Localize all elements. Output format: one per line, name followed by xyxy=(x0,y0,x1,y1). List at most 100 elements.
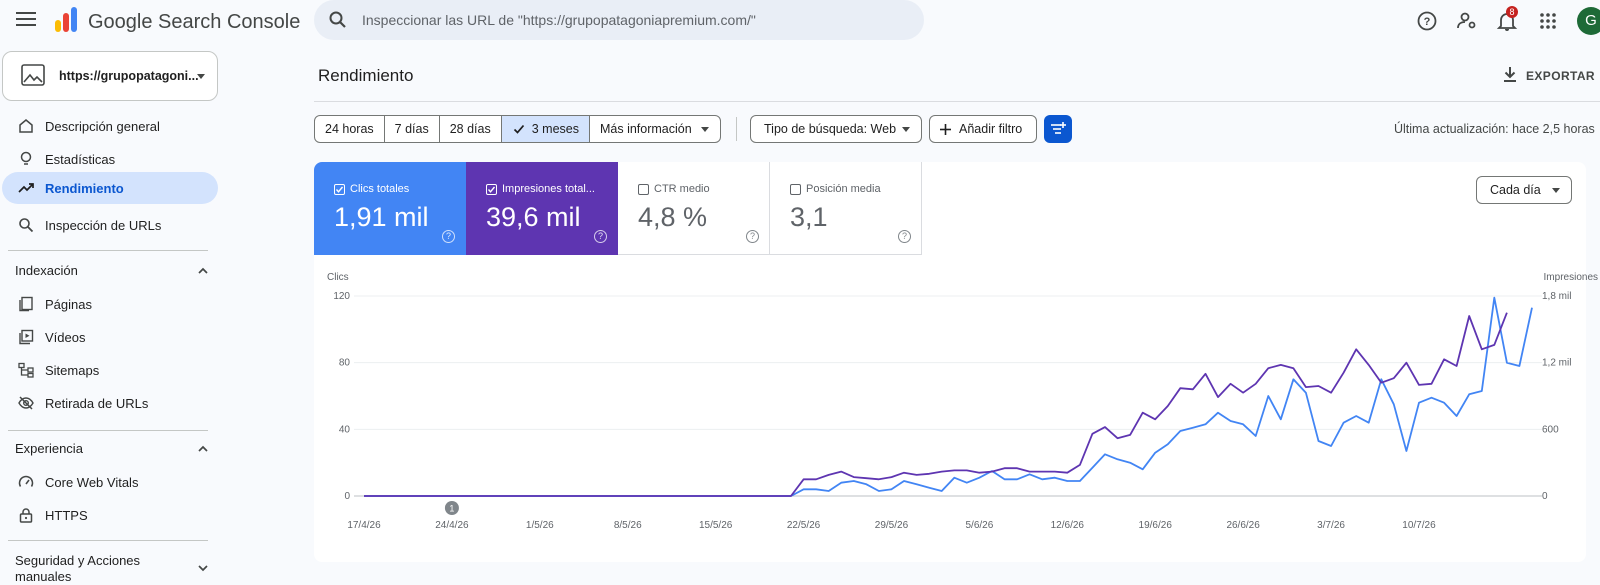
lightbulb-icon xyxy=(20,151,32,165)
section-indexing[interactable]: Indexación xyxy=(15,263,78,278)
sidebar-item-label: Sitemaps xyxy=(45,363,100,378)
metric-impressions-value: 39,6 mil xyxy=(486,202,581,232)
property-url: https://grupopatagoni... xyxy=(59,69,199,83)
sidebar-item-label: Core Web Vitals xyxy=(45,475,139,490)
divider xyxy=(8,250,208,251)
sidebar-item-videos[interactable]: Vídeos xyxy=(2,321,218,353)
y-left-tick-label: 80 xyxy=(339,358,351,369)
metric-ctr[interactable]: CTR medio 4,8 % ? xyxy=(618,162,770,255)
granularity-dropdown[interactable]: Cada día xyxy=(1476,176,1572,204)
sidebar-item-performance[interactable]: Rendimiento xyxy=(2,172,218,204)
help-icon[interactable]: ? xyxy=(1416,10,1438,32)
sidebar-item-sitemaps[interactable]: Sitemaps xyxy=(2,354,218,386)
sidebar-item-core-web-vitals[interactable]: Core Web Vitals xyxy=(2,466,218,498)
check-icon xyxy=(513,124,524,134)
y-right-tick-label: 1,2 mil xyxy=(1542,358,1571,369)
x-tick-label: 19/6/26 xyxy=(1139,520,1173,531)
metric-clicks-label: Clics totales xyxy=(350,183,410,195)
sidebar-item-pages[interactable]: Páginas xyxy=(2,288,218,320)
add-filter-button[interactable]: Añadir filtro xyxy=(929,115,1037,143)
range-3m-label: 3 meses xyxy=(531,122,579,136)
annotation-label: 1 xyxy=(449,504,454,514)
chevron-up-icon[interactable] xyxy=(196,266,210,276)
x-tick-label: 29/5/26 xyxy=(875,520,909,531)
url-inspection-search[interactable]: Inspeccionar las URL de "https://grupopa… xyxy=(314,0,924,40)
sidebar-item-insights[interactable]: Estadísticas xyxy=(2,143,218,175)
pages-icon xyxy=(19,296,33,312)
sidebar-item-label: Inspección de URLs xyxy=(45,218,162,233)
range-7d[interactable]: 7 días xyxy=(385,116,440,142)
x-tick-label: 24/4/26 xyxy=(435,520,469,531)
checkbox-unchecked-icon[interactable] xyxy=(638,184,649,195)
x-tick-label: 5/6/26 xyxy=(965,520,993,531)
sidebar-item-overview[interactable]: Descripción general xyxy=(2,110,218,142)
help-icon[interactable]: ? xyxy=(898,230,911,243)
divider xyxy=(736,117,737,141)
metric-position[interactable]: Posición media 3,1 ? xyxy=(770,162,922,255)
help-icon[interactable]: ? xyxy=(594,230,607,243)
sidebar-item-label: HTTPS xyxy=(45,508,88,523)
chevron-up-icon[interactable] xyxy=(196,444,210,454)
header-divider xyxy=(314,101,1600,102)
sidebar-item-label: Estadísticas xyxy=(45,152,116,167)
sidebar-item-url-inspection[interactable]: Inspección de URLs xyxy=(2,209,218,241)
property-selector[interactable]: https://grupopatagoni... xyxy=(2,51,218,101)
sidebar-item-removals[interactable]: Retirada de URLs xyxy=(2,387,218,419)
help-icon[interactable]: ? xyxy=(746,230,759,243)
range-28d[interactable]: 28 días xyxy=(440,116,502,142)
avatar[interactable]: G xyxy=(1577,7,1600,35)
series-line xyxy=(364,296,1533,497)
divider xyxy=(8,430,208,431)
apps-icon[interactable] xyxy=(1537,10,1559,32)
x-tick-label: 15/5/26 xyxy=(699,520,733,531)
property-image-icon xyxy=(21,64,45,86)
range-24h[interactable]: 24 horas xyxy=(315,116,385,142)
visibility-off-icon xyxy=(18,396,34,410)
chevron-down-icon xyxy=(1552,188,1560,193)
x-tick-label: 12/6/26 xyxy=(1051,520,1085,531)
x-tick-label: 1/5/26 xyxy=(526,520,554,531)
checkbox-checked-icon[interactable] xyxy=(486,184,497,195)
metric-ctr-label: CTR medio xyxy=(654,183,710,195)
range-3m[interactable]: 3 meses xyxy=(501,116,590,142)
section-experience[interactable]: Experiencia xyxy=(15,441,83,456)
x-tick-label: 10/7/26 xyxy=(1402,520,1436,531)
search-type-dropdown[interactable]: Tipo de búsqueda: Web xyxy=(750,115,922,143)
manage-users-icon[interactable] xyxy=(1456,10,1478,32)
y-right-tick-label: 1,8 mil xyxy=(1542,291,1571,302)
last-update-text: Última actualización: hace 2,5 horas xyxy=(1394,122,1595,136)
sidebar-item-label: Rendimiento xyxy=(45,181,124,196)
menu-icon[interactable] xyxy=(16,12,36,28)
top-bar: Google Search Console Inspeccionar las U… xyxy=(0,0,1600,44)
filter-settings-button[interactable] xyxy=(1044,115,1072,143)
checkbox-unchecked-icon[interactable] xyxy=(790,184,801,195)
video-library-icon xyxy=(19,329,34,345)
metric-impressions-label: Impresiones total... xyxy=(502,183,595,195)
performance-chart: 0 0 40 600 80 1,2 mil 120 1,8 mil Clics Impresion… xyxy=(327,272,1598,531)
sidebar-item-https[interactable]: HTTPS xyxy=(2,499,218,531)
search-console-logo[interactable] xyxy=(52,6,80,34)
more-label: Más información xyxy=(599,122,692,136)
section-security-line2: manuales xyxy=(15,569,72,584)
more-dropdown[interactable]: Más información xyxy=(590,116,720,142)
y-left-tick-label: 40 xyxy=(339,424,351,435)
sidebar-item-label: Páginas xyxy=(45,297,92,312)
section-security-title[interactable]: Seguridad y Acciones manuales xyxy=(15,553,140,585)
chevron-down-icon[interactable] xyxy=(196,563,210,573)
checkbox-checked-icon[interactable] xyxy=(334,184,345,195)
date-range-selector: 24 horas 7 días 28 días 3 meses Más info… xyxy=(314,115,721,143)
metric-clicks[interactable]: Clics totales 1,91 mil ? xyxy=(314,162,466,255)
help-icon[interactable]: ? xyxy=(442,230,455,243)
divider xyxy=(8,540,208,541)
annotation-marker xyxy=(444,501,459,515)
app-title: Google Search Console xyxy=(88,11,301,33)
page-title: Rendimiento xyxy=(318,66,414,85)
metric-impressions[interactable]: Impresiones total... 39,6 mil ? xyxy=(466,162,618,255)
x-tick-label: 3/7/26 xyxy=(1317,520,1345,531)
x-tick-label: 22/5/26 xyxy=(787,520,821,531)
sidebar-item-label: Descripción general xyxy=(45,119,160,134)
home-icon xyxy=(19,119,33,133)
y-left-tick-label: 0 xyxy=(344,491,350,502)
sidebar: https://grupopatagoni... Descripción gen… xyxy=(0,44,218,584)
metric-position-value: 3,1 xyxy=(790,202,828,232)
